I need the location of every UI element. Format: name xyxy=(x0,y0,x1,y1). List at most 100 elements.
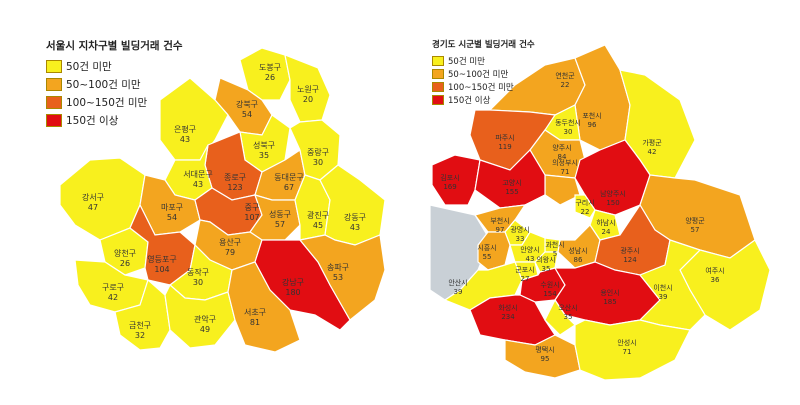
gyeonggi-legend-title: 경기도 시군별 빌딩거래 건수 xyxy=(432,40,535,50)
region-value-label: 24 xyxy=(602,228,611,236)
legend-swatch xyxy=(46,59,62,73)
district-name-label: 중구 xyxy=(245,203,260,212)
region-osan[interactable] xyxy=(544,298,576,336)
district-value-label: 30 xyxy=(313,158,323,167)
region-value-label: 57 xyxy=(691,226,700,234)
district-value-label: 79 xyxy=(225,248,235,257)
region-name-label: 동두천시 xyxy=(555,118,581,127)
legend-swatch xyxy=(432,94,444,105)
seoul-legend-item: 150건 이상 xyxy=(46,111,183,129)
district-value-label: 54 xyxy=(242,110,252,119)
gyeonggi-legend-item: 150건 이상 xyxy=(432,93,535,106)
gyeonggi-legend-item: 100~150건 미만 xyxy=(432,80,535,93)
legend-label: 100~150건 미만 xyxy=(448,82,514,93)
region-value-label: 36 xyxy=(711,276,720,284)
region-name-label: 이천시 xyxy=(653,283,672,292)
seoul-legend-item: 50건 미만 xyxy=(46,57,183,75)
district-songpa[interactable] xyxy=(298,234,386,321)
region-siheung[interactable] xyxy=(477,231,511,271)
district-name-label: 영등포구 xyxy=(147,254,176,264)
region-value-label: 96 xyxy=(588,121,597,129)
district-name-label: 강북구 xyxy=(236,99,258,109)
legend-label: 50~100건 미만 xyxy=(448,69,509,80)
region-name-label: 성남시 xyxy=(568,246,587,255)
region-name-label: 안양시 xyxy=(520,245,539,254)
region-value-label: 155 xyxy=(505,188,518,196)
district-name-label: 송파구 xyxy=(327,263,349,272)
region-pocheon[interactable] xyxy=(574,44,631,151)
district-value-label: 42 xyxy=(108,293,118,302)
legend-label: 50건 미만 xyxy=(448,56,485,67)
region-value-label: 39 xyxy=(454,288,463,296)
region-guri[interactable] xyxy=(574,194,596,219)
district-value-label: 49 xyxy=(200,325,210,334)
district-value-label: 43 xyxy=(193,180,203,189)
district-name-label: 종로구 xyxy=(224,173,246,182)
district-name-label: 서초구 xyxy=(244,308,266,317)
district-value-label: 53 xyxy=(333,273,343,282)
district-value-label: 32 xyxy=(135,331,145,340)
region-name-label: 포천시 xyxy=(582,111,601,120)
region-value-label: 27 xyxy=(521,275,530,283)
region-name-label: 양평군 xyxy=(685,216,705,225)
district-name-label: 도봉구 xyxy=(259,63,281,72)
legend-swatch xyxy=(46,77,62,91)
seoul-labels: 도봉구26노원구20강북구54은평구43성북구35종로구123동대문구67중랑구… xyxy=(82,63,366,340)
region-icheon[interactable] xyxy=(638,239,706,331)
region-name-label: 의왕시 xyxy=(536,255,555,264)
region-value-label: 95 xyxy=(541,355,550,363)
region-name-label: 안산시 xyxy=(448,278,467,287)
region-name-label: 화성시 xyxy=(498,303,517,312)
district-name-label: 관악구 xyxy=(194,314,216,324)
region-value-label: 55 xyxy=(483,253,492,261)
district-name-label: 중랑구 xyxy=(307,147,329,157)
district-eunpyeong[interactable] xyxy=(159,77,229,161)
district-name-label: 양천구 xyxy=(114,248,136,258)
gyeonggi-map xyxy=(429,44,771,381)
district-name-label: 서대문구 xyxy=(183,170,212,179)
region-name-label: 구리시 xyxy=(575,198,594,207)
region-name-label: 용인시 xyxy=(600,288,619,297)
district-name-label: 성동구 xyxy=(269,210,291,219)
region-value-label: 5 xyxy=(553,250,557,258)
district-gangdong[interactable] xyxy=(319,164,386,246)
region-value-label: 35 xyxy=(564,313,573,321)
region-name-label: 하남시 xyxy=(596,218,615,227)
region-name-label: 수원시 xyxy=(540,280,559,289)
district-value-label: 54 xyxy=(167,213,177,222)
district-seocho[interactable] xyxy=(227,261,301,353)
region-value-label: 97 xyxy=(496,226,505,234)
seoul-map xyxy=(59,47,386,353)
region-value-label: 35 xyxy=(542,265,551,273)
region-value-label: 22 xyxy=(561,81,570,89)
region-value-label: 86 xyxy=(574,256,583,264)
legend-swatch xyxy=(432,68,444,79)
region-name-label: 파주시 xyxy=(495,133,514,142)
district-name-label: 은평구 xyxy=(174,124,196,134)
district-name-label: 성북구 xyxy=(253,141,275,150)
region-name-label: 김포시 xyxy=(440,174,459,182)
region-gimpo[interactable] xyxy=(431,154,481,206)
region-name-label: 의정부시 xyxy=(552,158,578,167)
district-value-label: 67 xyxy=(284,183,294,192)
seoul-legend-item: 100~150건 미만 xyxy=(46,93,183,111)
region-value-label: 154 xyxy=(543,290,557,298)
region-value-label: 119 xyxy=(498,143,511,151)
legend-label: 50~100건 미만 xyxy=(66,78,141,91)
region-uiwang[interactable] xyxy=(534,251,559,273)
region-value-label: 30 xyxy=(564,128,573,136)
district-name-label: 광진구 xyxy=(307,210,329,220)
district-name-label: 강남구 xyxy=(282,277,304,287)
district-value-label: 30 xyxy=(193,278,203,287)
region-anseong[interactable] xyxy=(574,319,691,381)
region-name-label: 광명시 xyxy=(510,225,529,234)
region-value-label: 71 xyxy=(623,348,632,356)
legend-label: 150건 이상 xyxy=(448,95,491,106)
region-value-label: 124 xyxy=(623,256,637,264)
gyeonggi-legend-item: 50~100건 미만 xyxy=(432,67,535,80)
region-name-label: 광주시 xyxy=(620,247,639,255)
region-value-label: 234 xyxy=(501,313,515,321)
region-value-label: 33 xyxy=(516,235,525,243)
